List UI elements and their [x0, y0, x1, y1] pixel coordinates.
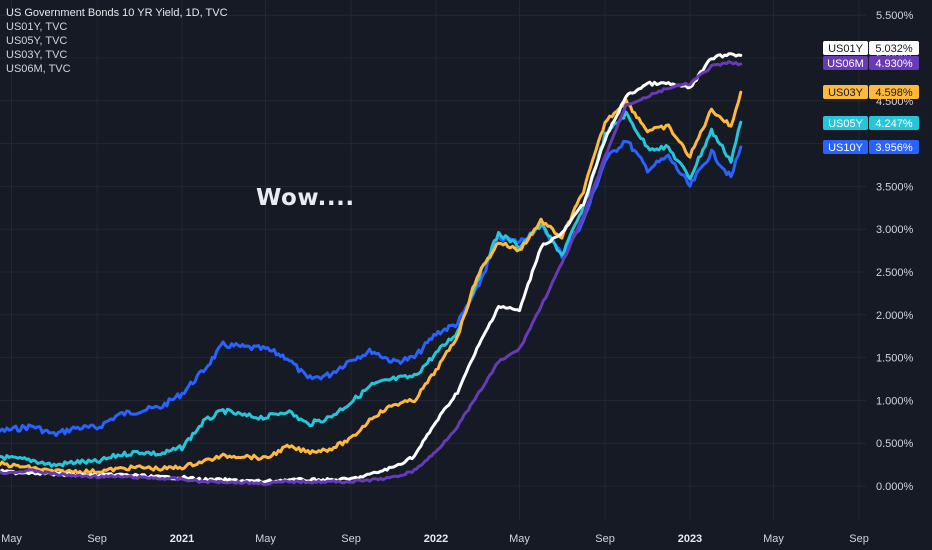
tag-last-value: 4.930%	[875, 58, 913, 70]
tag-us01y: US01Y 5.032%	[823, 41, 919, 55]
legend-title[interactable]: US Government Bonds 10 YR Yield, 1D, TVC	[6, 7, 228, 19]
x-tick-label: 2023	[678, 533, 702, 545]
tag-name-bg	[823, 85, 868, 99]
x-tick-label: Sep	[849, 533, 869, 545]
x-tick-label: Sep	[595, 533, 615, 545]
tag-series-name: US03Y	[828, 87, 864, 99]
legend-entry-us06m[interactable]: US06M, TVC	[6, 63, 71, 75]
y-tick-label: 2.000%	[876, 310, 914, 322]
tag-series-name: US05Y	[828, 118, 864, 130]
tag-us10y: US10Y 3.956%	[823, 140, 919, 154]
tag-us03y: US03Y 4.598%	[823, 85, 919, 99]
tag-last-value: 4.598%	[875, 87, 913, 99]
y-tick-label: 1.000%	[876, 395, 914, 407]
tag-name-bg	[823, 116, 868, 130]
series-line-us03y[interactable]	[0, 90, 743, 475]
tag-name-bg	[823, 41, 868, 55]
tag-name-bg	[823, 56, 868, 70]
y-tick-label: 3.500%	[876, 181, 914, 193]
x-tick-label: May	[763, 533, 784, 545]
x-tick-label: May	[1, 533, 22, 545]
x-tick-label: May	[509, 533, 530, 545]
y-tick-label: 3.000%	[876, 224, 914, 236]
legend-entry-us03y[interactable]: US03Y, TVC	[6, 49, 68, 61]
grid	[0, 0, 866, 520]
tag-last-value: 4.247%	[875, 118, 913, 130]
tag-last-value: 3.956%	[875, 142, 913, 154]
last-value-tags: US10Y 3.956% US05Y 4.247% US03Y 4.598% US01Y 5.…	[823, 41, 919, 154]
y-tick-label: 1.500%	[876, 353, 914, 365]
x-tick-label: Sep	[341, 533, 361, 545]
x-tick-label: 2022	[424, 533, 448, 545]
y-tick-label: 0.000%	[876, 481, 914, 493]
x-tick-label: 2021	[170, 533, 194, 545]
x-tick-label: May	[255, 533, 276, 545]
tag-us06m: US06M 4.930%	[823, 56, 919, 70]
tag-value-bg	[869, 85, 919, 99]
tag-value-bg	[869, 56, 919, 70]
tag-series-name: US06M	[827, 58, 864, 70]
tag-name-bg	[823, 140, 868, 154]
chart-legend: US Government Bonds 10 YR Yield, 1D, TVC…	[6, 6, 228, 76]
series-line-us10y[interactable]	[0, 139, 743, 438]
tag-series-name: US10Y	[828, 142, 864, 154]
chart-annotation-text: Wow....	[256, 185, 355, 211]
x-axis: May Sep 2021 May Sep 2022 May Sep 2023 May Sep	[1, 533, 869, 545]
tag-us05y: US05Y 4.247%	[823, 116, 919, 130]
tag-value-bg	[869, 140, 919, 154]
series-line-us06m[interactable]	[0, 60, 743, 486]
y-tick-label: 5.500%	[876, 10, 914, 22]
y-tick-label: 2.500%	[876, 267, 914, 279]
tag-value-bg	[869, 116, 919, 130]
x-tick-label: Sep	[87, 533, 107, 545]
series-lines	[0, 52, 743, 486]
tag-last-value: 5.032%	[875, 43, 913, 55]
legend-entry-us01y[interactable]: US01Y, TVC	[6, 21, 68, 33]
series-line-us05y[interactable]	[0, 110, 743, 468]
y-tick-label: 0.500%	[876, 438, 914, 450]
legend-entry-us05y[interactable]: US05Y, TVC	[6, 35, 68, 47]
y-axis: 0.000% 0.500% 1.000% 1.500% 2.000% 2.500% 3.00…	[876, 10, 914, 493]
tag-series-name: US01Y	[828, 43, 864, 55]
tag-value-bg	[869, 41, 919, 55]
